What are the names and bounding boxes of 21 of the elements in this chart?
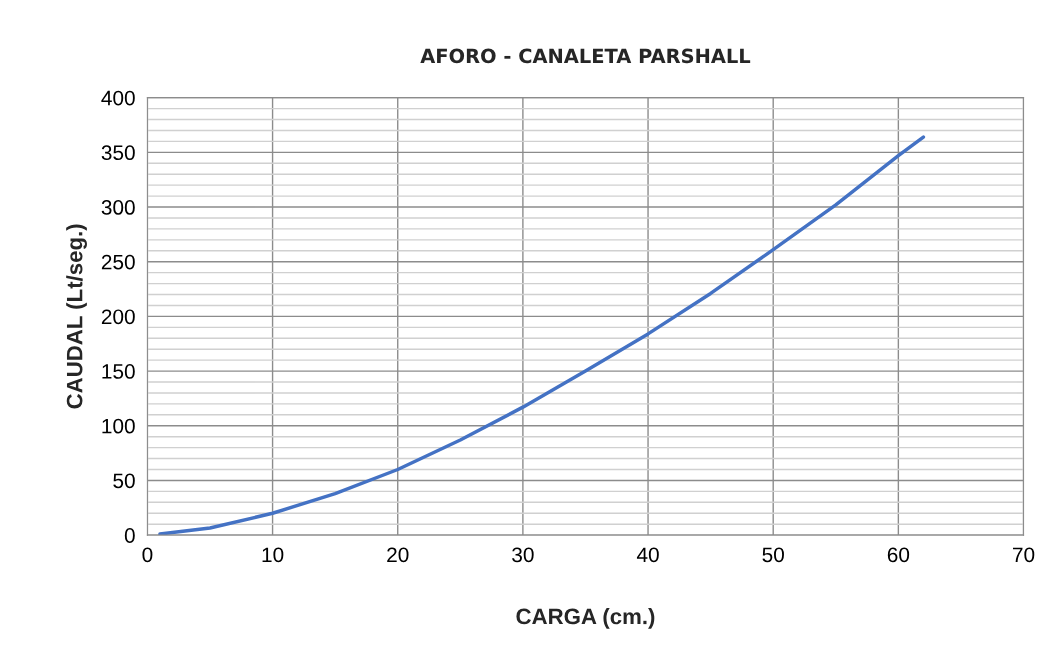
y-tick-label: 350 [101, 145, 135, 161]
chart-title: AFORO - CANALETA PARSHALL [420, 48, 751, 64]
x-tick-label: 60 [887, 547, 910, 563]
y-tick-label: 0 [124, 528, 135, 543]
y-tick-label: 50 [113, 473, 135, 489]
line-series [158, 135, 926, 536]
y-tick-label: 250 [101, 254, 135, 270]
y-tick-label: 400 [101, 90, 135, 106]
x-tick-label: 20 [387, 547, 409, 563]
x-tick-label: 30 [512, 547, 534, 563]
y-tick-label: 200 [101, 309, 135, 325]
y-axis-title: CAUDAL (Lt/seg.) [66, 224, 87, 409]
x-tick-label: 70 [1013, 547, 1035, 563]
y-tick-label: 150 [102, 364, 135, 379]
x-tick-label: 0 [142, 547, 153, 563]
x-tick-label: 40 [636, 547, 659, 563]
x-tick-label: 50 [762, 547, 784, 563]
x-tick-label: 10 [262, 547, 284, 563]
y-tick-label: 300 [101, 200, 135, 215]
x-axis-title: CARGA (cm.) [516, 608, 655, 629]
y-tick-label: 100 [102, 418, 135, 434]
